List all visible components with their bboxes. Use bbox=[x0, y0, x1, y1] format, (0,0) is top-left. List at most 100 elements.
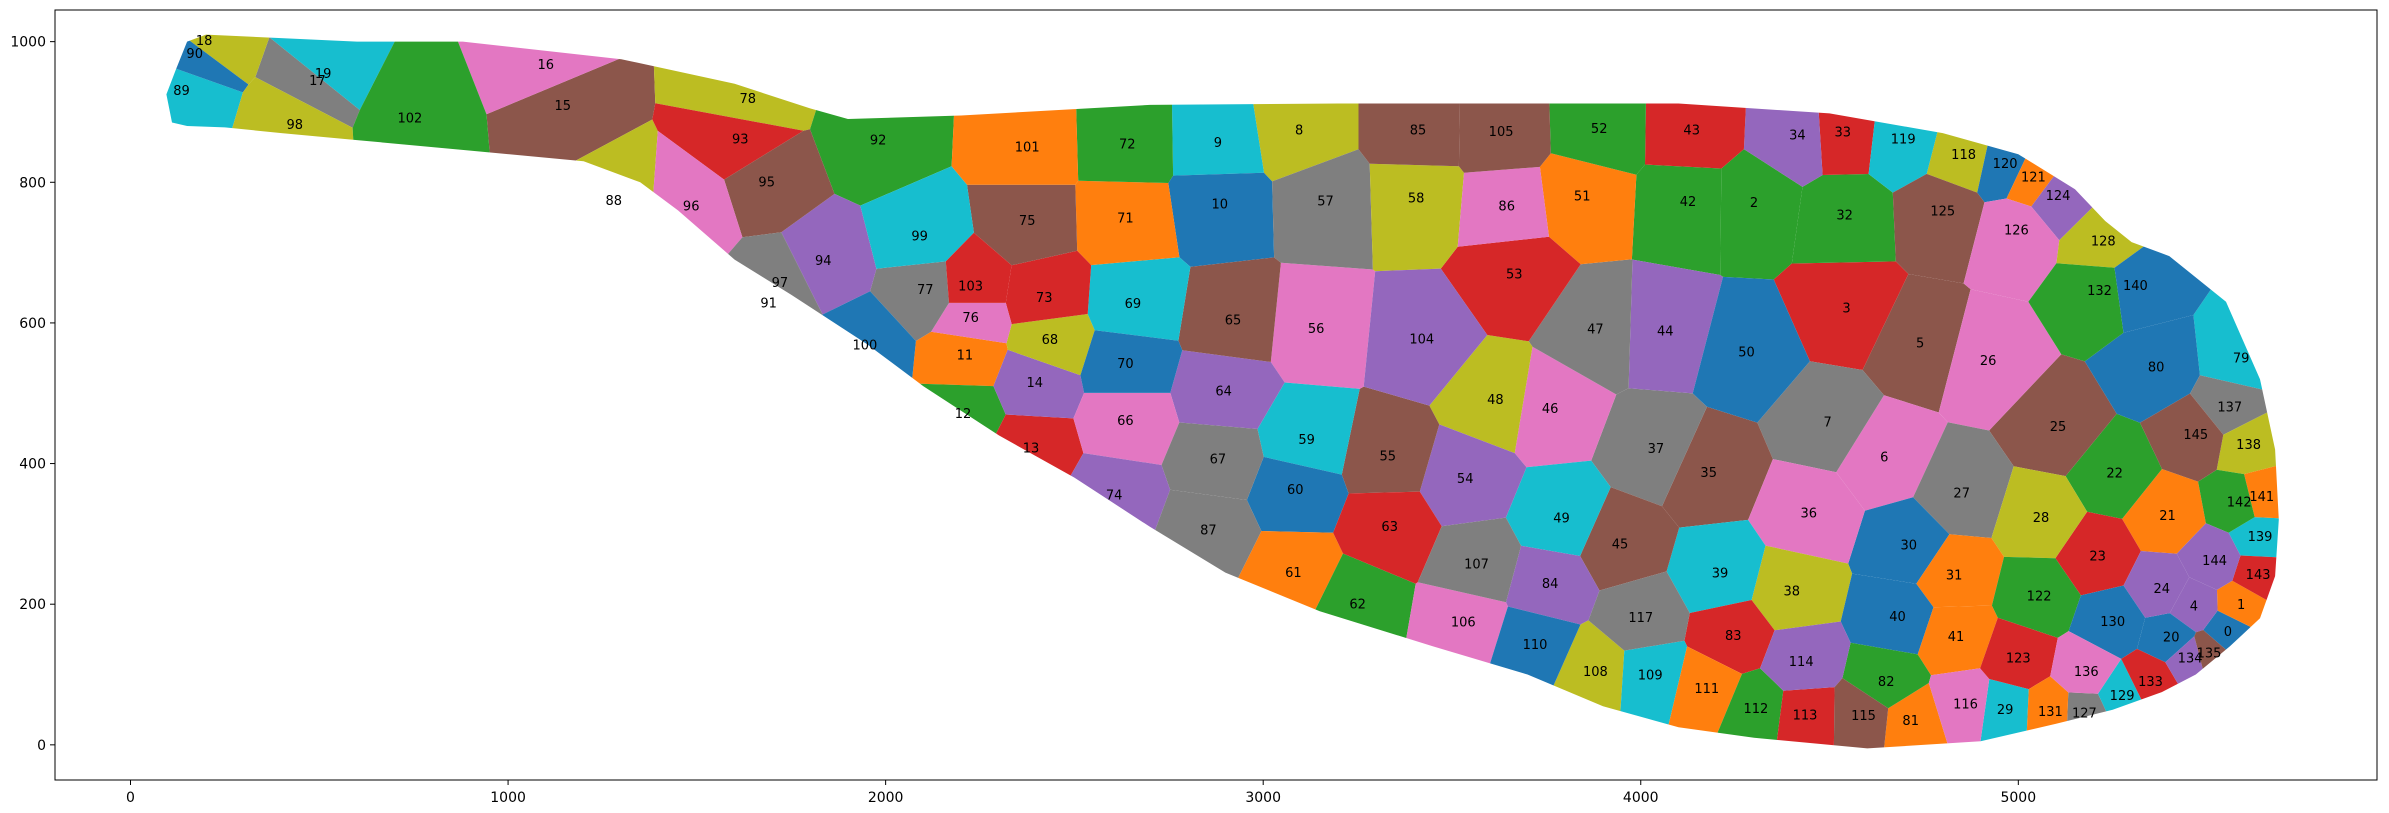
segment-label-109: 109 bbox=[1638, 668, 1663, 683]
segment-label-36: 36 bbox=[1801, 507, 1818, 522]
y-tick-label: 200 bbox=[19, 597, 46, 613]
segment-label-66: 66 bbox=[1117, 414, 1134, 429]
segment-135 bbox=[2194, 630, 2279, 749]
segment-10 bbox=[1168, 172, 1275, 267]
segment-label-50: 50 bbox=[1738, 346, 1755, 361]
segment-label-35: 35 bbox=[1700, 466, 1717, 481]
segment-label-22: 22 bbox=[2106, 467, 2123, 482]
segment-label-55: 55 bbox=[1380, 450, 1397, 465]
segment-label-17: 17 bbox=[309, 74, 326, 89]
x-tick-label: 1000 bbox=[490, 790, 526, 806]
segment-90 bbox=[166, 34, 249, 93]
segment-label-85: 85 bbox=[1410, 123, 1427, 138]
segment-label-136: 136 bbox=[2074, 665, 2099, 680]
segment-label-62: 62 bbox=[1349, 597, 1366, 612]
segment-103 bbox=[945, 232, 1012, 303]
segment-label-91: 91 bbox=[760, 296, 777, 311]
segment-label-96: 96 bbox=[683, 199, 700, 214]
segment-17 bbox=[255, 37, 360, 128]
segment-77 bbox=[870, 261, 949, 341]
segment-label-16: 16 bbox=[538, 58, 555, 73]
segment-125 bbox=[1892, 173, 1985, 284]
segment-label-65: 65 bbox=[1225, 313, 1242, 328]
segment-label-47: 47 bbox=[1587, 323, 1604, 338]
segment-44 bbox=[1628, 259, 1723, 394]
segment-31 bbox=[1916, 534, 2004, 608]
segment-22 bbox=[2065, 413, 2162, 519]
segment-38 bbox=[1751, 545, 1853, 631]
segment-label-86: 86 bbox=[1498, 199, 1515, 214]
segment-label-111: 111 bbox=[1694, 682, 1719, 697]
x-tick-label: 3000 bbox=[1245, 790, 1281, 806]
segment-label-107: 107 bbox=[1464, 557, 1489, 572]
segment-144 bbox=[2176, 523, 2241, 590]
segment-label-4: 4 bbox=[2190, 600, 2198, 615]
segment-label-138: 138 bbox=[2236, 438, 2261, 453]
segment-label-70: 70 bbox=[1117, 357, 1134, 372]
segment-55 bbox=[1341, 386, 1440, 494]
segment-label-8: 8 bbox=[1295, 123, 1303, 138]
segment-label-129: 129 bbox=[2110, 689, 2135, 704]
segment-label-101: 101 bbox=[1015, 140, 1040, 155]
segment-50 bbox=[1692, 276, 1810, 423]
segment-label-98: 98 bbox=[287, 118, 304, 133]
segment-47 bbox=[1528, 259, 1633, 395]
segment-label-51: 51 bbox=[1574, 190, 1591, 205]
segment-64 bbox=[1170, 350, 1285, 429]
segment-70 bbox=[1080, 330, 1183, 393]
segment-122 bbox=[1991, 556, 2081, 638]
segment-83 bbox=[1684, 600, 1775, 674]
segment-26 bbox=[1938, 289, 2062, 431]
segment-label-75: 75 bbox=[1019, 214, 1036, 229]
segment-label-140: 140 bbox=[2123, 279, 2148, 294]
segment-74 bbox=[869, 453, 1171, 749]
segment-label-23: 23 bbox=[2089, 550, 2106, 565]
segment-label-137: 137 bbox=[2217, 401, 2242, 416]
segment-65 bbox=[1178, 257, 1281, 362]
segment-label-81: 81 bbox=[1902, 714, 1919, 729]
segment-101 bbox=[951, 34, 1079, 185]
segment-97 bbox=[719, 232, 823, 319]
segment-label-layer: 0123456789101112131415161718192021222324… bbox=[173, 34, 2274, 729]
segment-label-48: 48 bbox=[1487, 393, 1504, 408]
segment-label-110: 110 bbox=[1523, 638, 1548, 653]
segment-66 bbox=[1073, 392, 1180, 465]
segment-label-82: 82 bbox=[1878, 675, 1895, 690]
segment-114 bbox=[1760, 621, 1851, 691]
segment-51 bbox=[1539, 153, 1637, 265]
segment-label-12: 12 bbox=[955, 407, 972, 422]
segment-label-43: 43 bbox=[1683, 123, 1700, 138]
segment-130 bbox=[2068, 585, 2146, 659]
segment-label-26: 26 bbox=[1980, 354, 1997, 369]
segment-20 bbox=[2137, 613, 2196, 663]
segment-label-80: 80 bbox=[2148, 360, 2165, 375]
segment-label-144: 144 bbox=[2202, 554, 2227, 569]
axes-frame bbox=[54, 9, 2378, 781]
segment-label-31: 31 bbox=[1946, 569, 1963, 584]
segment-label-52: 52 bbox=[1591, 122, 1608, 137]
segment-53 bbox=[1440, 236, 1581, 342]
segment-label-34: 34 bbox=[1789, 128, 1806, 143]
segment-13 bbox=[795, 414, 1084, 749]
segment-116 bbox=[1928, 668, 1990, 749]
segment-56 bbox=[1270, 262, 1376, 389]
segment-85 bbox=[1358, 34, 1463, 167]
segment-label-39: 39 bbox=[1712, 567, 1729, 582]
segment-label-20: 20 bbox=[2163, 631, 2180, 646]
segment-label-79: 79 bbox=[2233, 351, 2250, 366]
segment-label-6: 6 bbox=[1880, 450, 1888, 465]
segment-37 bbox=[1591, 388, 1707, 507]
segment-80 bbox=[2084, 315, 2200, 423]
segment-label-139: 139 bbox=[2248, 530, 2273, 545]
segment-2 bbox=[1720, 149, 1803, 280]
segment-52 bbox=[1545, 34, 1649, 175]
segment-88 bbox=[295, 119, 658, 749]
segment-68 bbox=[1006, 314, 1095, 376]
segment-94 bbox=[781, 193, 877, 315]
segment-99 bbox=[860, 166, 974, 269]
segment-79 bbox=[2193, 34, 2279, 398]
segment-label-25: 25 bbox=[2050, 420, 2067, 435]
segment-label-84: 84 bbox=[1542, 577, 1559, 592]
segment-25 bbox=[1989, 354, 2117, 477]
segment-95 bbox=[724, 129, 835, 238]
